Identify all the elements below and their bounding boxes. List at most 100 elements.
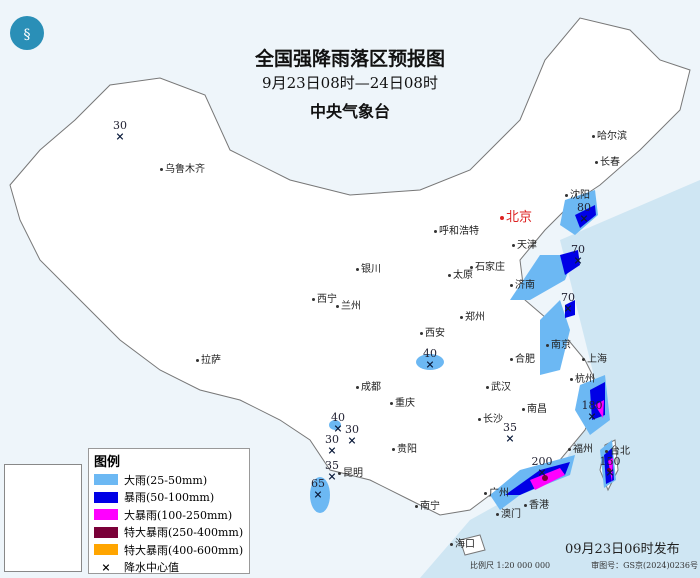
city-label: 西宁 (312, 290, 337, 305)
city-label: 南京 (546, 336, 571, 351)
city-label: 贵阳 (392, 440, 417, 455)
city-label: 长沙 (478, 410, 503, 425)
x-mark-icon: × (101, 560, 111, 574)
city-label: 合肥 (510, 350, 535, 365)
x-mark-icon: × (505, 432, 515, 445)
city-label: 广州 (484, 484, 509, 499)
rain-center: 30 × (320, 434, 344, 456)
city-label: 银川 (356, 260, 381, 275)
rain-center-value: 180 (581, 399, 603, 412)
rain-center-value: 70 (561, 291, 575, 304)
legend-label: 降水中心值 (124, 561, 179, 575)
city-label: 台北 (605, 442, 630, 457)
x-mark-icon: × (313, 488, 323, 501)
rain-center: 80 × (572, 202, 596, 224)
city-label: 重庆 (390, 394, 415, 409)
sea (420, 180, 700, 578)
rain-center: 200 × (530, 456, 554, 478)
legend-label: 大暴雨(100-250mm) (124, 508, 233, 522)
map-approval-number: 审图号：GS京(2024)0236号 (591, 561, 698, 570)
x-mark-icon: × (327, 470, 337, 483)
city-label: 太原 (448, 266, 473, 281)
legend-swatch (94, 544, 118, 556)
city-label: 西安 (420, 324, 445, 339)
city-label: 长春 (595, 153, 620, 168)
x-mark-icon: × (605, 466, 615, 479)
city-label: 福州 (568, 440, 593, 455)
rain-center: 70 × (566, 244, 590, 266)
legend-item: 特大暴雨(250-400mm) (94, 524, 249, 542)
city-label: 石家庄 (470, 258, 505, 273)
city-label: 拉萨 (196, 351, 221, 366)
city-label: 郑州 (460, 308, 485, 323)
city-label: 海口 (450, 535, 475, 550)
legend-item: 大暴雨(100-250mm) (94, 506, 249, 524)
city-label: 上海 (582, 350, 607, 365)
city-label: 成都 (356, 378, 381, 393)
x-mark-icon: × (537, 466, 547, 479)
city-label: 济南 (510, 276, 535, 291)
x-mark-icon: × (115, 130, 125, 143)
x-mark-icon: × (425, 358, 435, 371)
city-label: 杭州 (570, 370, 595, 385)
rain-center: 30 × (340, 424, 364, 446)
legend-label: 特大暴雨(400-600mm) (124, 543, 244, 557)
rain-center-value: 40 (423, 347, 437, 360)
legend-item: 暴雨(50-100mm) (94, 489, 249, 507)
rain-center-value: 35 (325, 459, 339, 472)
city-label: 哈尔滨 (592, 127, 627, 142)
legend-item: 大雨(25-50mm) (94, 471, 249, 489)
svg-text:§: § (24, 27, 31, 43)
rain-center: 30 × (108, 120, 132, 142)
rain-center: 40 × (326, 412, 350, 434)
city-label: 兰州 (336, 297, 361, 312)
x-mark-icon: × (333, 422, 343, 435)
rain-center-value: 30 (345, 423, 359, 436)
footer: 比例尺 1:20 000 000 审图号：GS京(2024)0236号 (470, 560, 698, 571)
issue-time: 09月23日06时发布 (565, 542, 680, 557)
city-label: 呼和浩特 (434, 222, 479, 237)
legend-swatch (94, 474, 118, 486)
map-title: 全国强降雨落区预报图 (254, 48, 445, 70)
rain-center-value: 70 (571, 243, 585, 256)
rain-center: 40 × (418, 348, 442, 370)
rain-center: 70 × (556, 292, 580, 314)
x-mark-icon: × (327, 444, 337, 457)
rain-center-value: 65 (311, 477, 325, 490)
legend: 图例 大雨(25-50mm) 暴雨(50-100mm) 大暴雨(100-250mm)… (88, 448, 250, 574)
legend-label: 特大暴雨(250-400mm) (124, 526, 244, 540)
logo (10, 16, 44, 50)
capital-label: 北京 (500, 206, 532, 225)
x-mark-icon: × (563, 302, 573, 315)
city-label: 南昌 (522, 400, 547, 415)
city-label: 南宁 (415, 497, 440, 512)
rain-center-value: 35 (503, 421, 517, 434)
rain-center-value: 80 (577, 201, 591, 214)
legend-label: 大雨(25-50mm) (124, 473, 208, 487)
forecast-period: 9月23日08时—24日08时 (262, 74, 438, 92)
legend-title: 图例 (94, 455, 121, 470)
rain-center-value: 150 (599, 455, 621, 468)
rain-center: 65 × (306, 478, 330, 500)
x-mark-icon: × (587, 410, 597, 423)
legend-item: 特大暴雨(400-600mm) (94, 541, 249, 559)
city-label: 香港 (524, 496, 549, 511)
x-mark-icon: × (573, 254, 583, 267)
rain-center-value: 30 (325, 433, 339, 446)
scale-text: 比例尺 1:20 000 000 (470, 561, 551, 570)
legend-swatch (94, 526, 118, 538)
rain-center-value: 200 (531, 455, 553, 468)
rain-center: 35 × (320, 460, 344, 482)
rain-center-value: 40 (331, 411, 345, 424)
x-mark-icon: × (347, 434, 357, 447)
legend-item-center: × 降水中心值 (94, 559, 249, 577)
legend-label: 暴雨(50-100mm) (124, 491, 215, 505)
city-label: 澳门 (496, 505, 521, 520)
legend-swatch (94, 491, 118, 503)
city-label: 昆明 (338, 464, 363, 479)
issuer: 中央气象台 (309, 102, 390, 121)
x-mark-icon: × (579, 212, 589, 225)
rain-center: 180 × (580, 400, 604, 422)
extreme-rain-areas (542, 468, 611, 481)
rain-center: 150 × (598, 456, 622, 478)
